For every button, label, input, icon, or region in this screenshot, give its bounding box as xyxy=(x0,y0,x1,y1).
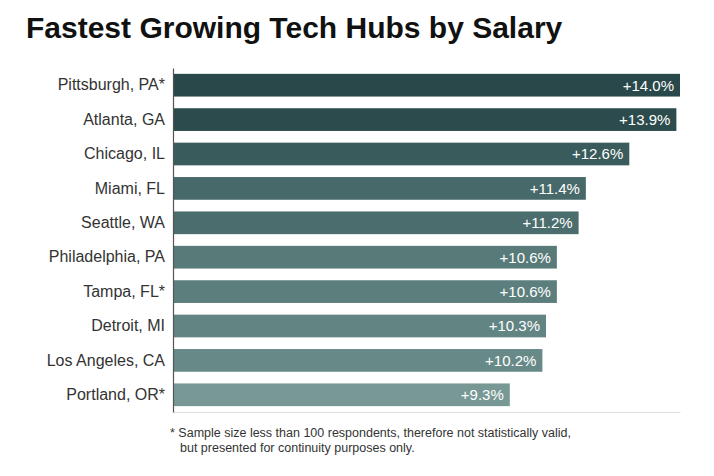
tick: Portland, OR* xyxy=(66,386,165,403)
tick-label: Portland, OR* xyxy=(66,386,165,403)
bar xyxy=(173,177,586,200)
tick: Atlanta, GA xyxy=(83,111,165,128)
data-label: +10.2% xyxy=(485,352,536,369)
data-label: +10.6% xyxy=(500,249,551,266)
bar xyxy=(173,349,542,372)
data-label: +11.2% xyxy=(522,214,572,231)
data-label: +14.0% xyxy=(623,77,674,94)
tick: Tampa, FL* xyxy=(83,283,165,300)
footnote: * Sample size less than 100 respondents,… xyxy=(170,426,571,455)
title: Fastest Growing Tech Hubs by Salary xyxy=(26,11,563,44)
data-label: +9.3% xyxy=(461,386,504,403)
bar xyxy=(173,383,510,406)
footnote-line: * Sample size less than 100 respondents,… xyxy=(170,426,571,440)
bar xyxy=(173,246,557,269)
tick: Detroit, MI xyxy=(91,317,165,334)
bar xyxy=(173,108,676,131)
bar xyxy=(173,74,680,97)
tick-label: Philadelphia, PA xyxy=(49,248,166,265)
tick-label: Seattle, WA xyxy=(81,214,165,231)
tick-label: Pittsburgh, PA* xyxy=(58,76,165,93)
tick-label: Detroit, MI xyxy=(91,317,165,334)
tick-label: Chicago, IL xyxy=(84,145,165,162)
tick-label: Atlanta, GA xyxy=(83,111,165,128)
bar xyxy=(173,211,579,234)
data-labels: +14.0% +13.9% +12.6% +11.4% +11.2% +10.6% +10.… xyxy=(461,77,674,404)
bar xyxy=(173,315,546,338)
bars xyxy=(173,74,680,406)
y-axis: Pittsburgh, PA* Atlanta, GA Chicago, IL Mia… xyxy=(47,69,174,413)
y-axis-line xyxy=(173,69,174,413)
tick-label: Miami, FL xyxy=(95,180,165,197)
tick: Miami, FL xyxy=(95,180,165,197)
data-label: +10.6% xyxy=(500,283,551,300)
x-axis-line xyxy=(174,412,681,413)
data-label: +13.9% xyxy=(619,111,670,128)
bar xyxy=(173,143,629,166)
tick: Seattle, WA xyxy=(81,214,165,231)
footnote-line: but presented for continuity purposes on… xyxy=(180,441,415,455)
bar xyxy=(173,280,557,303)
data-label: +10.3% xyxy=(489,317,540,334)
tick: Los Angeles, CA xyxy=(47,352,166,369)
data-label: +11.4% xyxy=(530,180,580,197)
data-label: +12.6% xyxy=(572,145,623,162)
tick: Pittsburgh, PA* xyxy=(58,76,165,93)
tick-label: Los Angeles, CA xyxy=(47,352,166,369)
tick: Chicago, IL xyxy=(84,145,165,162)
chart: Fastest Growing Tech Hubs by Salary Pitts… xyxy=(0,0,714,476)
tick: Philadelphia, PA xyxy=(49,248,166,265)
x-axis xyxy=(174,412,681,413)
tick-label: Tampa, FL* xyxy=(83,283,165,300)
